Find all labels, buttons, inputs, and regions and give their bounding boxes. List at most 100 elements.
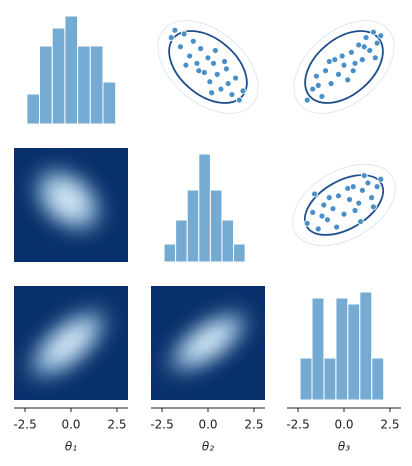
scatter-point bbox=[311, 190, 318, 198]
scatter-point bbox=[195, 67, 203, 75]
hist-bar bbox=[102, 81, 117, 125]
x-tick-label: 2.5 bbox=[107, 418, 126, 432]
hist-bar bbox=[26, 93, 41, 125]
hist-bar bbox=[221, 219, 235, 263]
scatter-point bbox=[197, 45, 205, 53]
scatter-point bbox=[340, 61, 348, 69]
scatter-point bbox=[210, 59, 217, 67]
hist-bar bbox=[163, 243, 177, 263]
scatter-point bbox=[329, 205, 337, 213]
scatter-point bbox=[325, 58, 333, 65]
scatter-point bbox=[351, 207, 359, 214]
x-tick-label: -2.5 bbox=[286, 418, 309, 432]
scatter-point bbox=[370, 203, 377, 211]
scatter-point bbox=[186, 52, 194, 60]
scatter-point bbox=[217, 85, 225, 93]
scatter-point bbox=[171, 26, 179, 34]
hist-bar bbox=[299, 357, 313, 401]
x-tick-label: 2.5 bbox=[380, 418, 399, 432]
x-tick-label: -2.5 bbox=[150, 418, 173, 432]
scatter-point bbox=[360, 43, 368, 51]
scatter-point bbox=[333, 223, 341, 231]
hist-bar bbox=[323, 357, 337, 401]
hist-bar bbox=[347, 303, 361, 401]
scatter-point bbox=[362, 34, 370, 41]
scatter-point bbox=[189, 37, 197, 45]
scatter-point bbox=[349, 67, 357, 75]
scatter-point bbox=[303, 96, 311, 104]
scatter-point bbox=[211, 47, 219, 54]
scatter-point bbox=[331, 56, 339, 64]
scatter-point bbox=[377, 32, 385, 40]
hist-bar bbox=[51, 27, 66, 125]
contours bbox=[157, 20, 396, 247]
scatter-point bbox=[180, 30, 188, 38]
scatter-point bbox=[325, 194, 333, 202]
scatter-point bbox=[193, 59, 201, 67]
x-axis-label: θ₃ bbox=[338, 440, 350, 454]
scatter-point bbox=[200, 69, 208, 76]
scatter-point bbox=[355, 41, 363, 49]
density-panel bbox=[14, 286, 128, 400]
scatter-point bbox=[167, 34, 175, 41]
hist-bar bbox=[89, 45, 104, 125]
scatter-point bbox=[335, 192, 342, 200]
scatter-point bbox=[357, 218, 364, 225]
scatter-point bbox=[355, 199, 363, 207]
scatter-point bbox=[318, 212, 326, 220]
scatter-point bbox=[239, 87, 247, 95]
hist-bar bbox=[175, 219, 188, 263]
scatter-point bbox=[358, 186, 366, 194]
scatter-point bbox=[344, 185, 352, 192]
scatter-point bbox=[346, 196, 353, 203]
scatter-point bbox=[182, 61, 190, 69]
scatter-point bbox=[228, 91, 236, 98]
scatter-point bbox=[235, 96, 243, 104]
hist-bar bbox=[233, 243, 246, 263]
scatter-point bbox=[232, 74, 239, 82]
scatter-point bbox=[318, 93, 326, 100]
x-axis-label: θ₂ bbox=[202, 440, 214, 454]
scatter-point bbox=[224, 80, 232, 87]
scatter-point bbox=[349, 183, 357, 191]
scatter-point bbox=[303, 219, 311, 227]
scatter-point bbox=[206, 78, 214, 86]
scatter-point bbox=[309, 208, 317, 216]
scatter-point bbox=[314, 81, 322, 89]
scatter-point bbox=[335, 70, 342, 78]
hist-bar bbox=[335, 297, 349, 401]
x-tick-label: 0.0 bbox=[61, 418, 80, 432]
density-panel bbox=[151, 286, 265, 400]
scatter-point bbox=[377, 175, 385, 183]
scatter-point bbox=[373, 183, 381, 191]
hist-bar bbox=[198, 153, 211, 263]
scatter-point bbox=[208, 89, 216, 97]
scatter-point bbox=[309, 85, 317, 93]
scatter-point bbox=[370, 28, 377, 36]
scatter-point bbox=[322, 67, 330, 75]
scatter-point bbox=[204, 54, 212, 62]
scatter-point bbox=[338, 52, 346, 60]
density-panel bbox=[14, 148, 128, 262]
scatter-point bbox=[364, 179, 372, 187]
scatter-point bbox=[368, 194, 375, 202]
hist-bar bbox=[371, 357, 385, 401]
scatter-point bbox=[221, 58, 228, 65]
scatter-point bbox=[340, 210, 348, 218]
x-tick-label: 0.0 bbox=[334, 418, 353, 432]
hist-bar bbox=[39, 45, 53, 125]
scatter-point bbox=[327, 80, 335, 87]
scatter-point bbox=[320, 201, 328, 209]
x-axis-label: θ₁ bbox=[65, 440, 77, 454]
scatter-point bbox=[344, 76, 352, 84]
scatter-point bbox=[213, 70, 221, 78]
hist-bar bbox=[186, 189, 200, 263]
scatter-point bbox=[314, 225, 322, 233]
scatter-point bbox=[351, 59, 359, 67]
hist-bar bbox=[359, 291, 373, 401]
scatter-point bbox=[313, 72, 320, 80]
x-tick-label: 2.5 bbox=[244, 418, 263, 432]
scatter-point bbox=[222, 65, 230, 73]
hist-bar bbox=[64, 15, 79, 125]
scatter-point bbox=[177, 43, 184, 51]
